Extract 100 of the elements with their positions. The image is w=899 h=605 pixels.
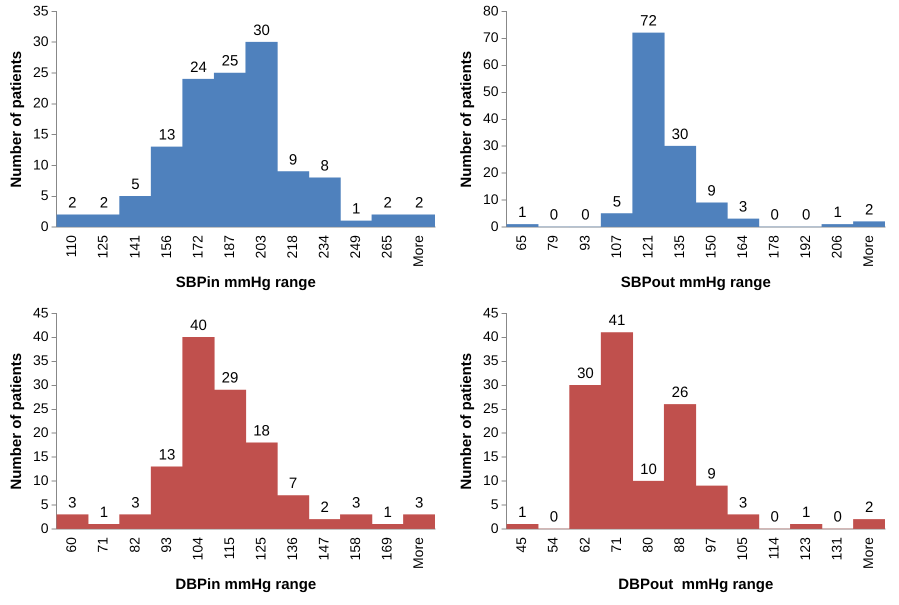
x-tick-label: 147 (315, 536, 332, 560)
data-label: 9 (707, 466, 716, 483)
y-tick-label: 0 (490, 520, 499, 536)
data-label: 2 (865, 201, 874, 218)
data-label: 1 (518, 204, 527, 222)
y-tick-label: 35 (32, 352, 49, 368)
x-tick-label: 104 (189, 536, 206, 560)
y-tick-label: 5 (40, 187, 49, 204)
x-tick-label: 71 (608, 536, 624, 553)
y-axis-title: Number of patients (8, 352, 26, 490)
y-tick-label: 60 (482, 56, 499, 72)
y-tick-label: 0 (40, 520, 49, 536)
x-tick-label: 125 (94, 234, 111, 258)
y-tick-label: 10 (482, 472, 499, 488)
x-tick-label: 79 (544, 234, 561, 251)
data-label: 3 (131, 494, 140, 512)
x-tick-label: 125 (252, 536, 268, 560)
x-tick-label: 206 (828, 234, 845, 258)
x-tick-label: 249 (347, 234, 364, 258)
data-label: 9 (288, 151, 298, 168)
y-tick-label: 40 (482, 328, 499, 344)
data-label: 1 (352, 200, 360, 218)
data-label: 13 (158, 446, 176, 464)
y-tick-label: 0 (40, 218, 49, 234)
y-tick-label: 45 (482, 304, 499, 320)
x-tick-label: 93 (158, 536, 174, 553)
data-label: 1 (384, 504, 392, 521)
x-axis-title: DBPout mmHg range (618, 576, 774, 594)
x-tick-label: More (410, 536, 426, 570)
x-tick-label: 164 (734, 234, 750, 258)
y-tick-label: 40 (482, 110, 499, 126)
data-label: 5 (131, 176, 140, 193)
y-tick-label: 15 (482, 448, 499, 464)
y-tick-label: 25 (32, 64, 49, 80)
bar (790, 524, 822, 529)
x-tick-label: 203 (252, 234, 268, 258)
y-tick-label: 5 (40, 496, 49, 512)
data-label: 1 (834, 204, 842, 222)
x-tick-label: More (410, 234, 426, 268)
data-label: 40 (190, 317, 207, 334)
y-tick-label: 30 (482, 137, 499, 154)
y-tick-label: 20 (32, 94, 49, 111)
data-label: 1 (518, 504, 527, 521)
data-label: 2 (415, 194, 424, 212)
x-tick-label: 123 (797, 536, 814, 560)
y-tick-label: 30 (32, 376, 49, 392)
x-tick-label: 82 (126, 536, 142, 553)
y-tick-label: 5 (490, 496, 499, 512)
x-tick-label: 93 (576, 234, 592, 251)
data-label: 8 (320, 157, 329, 174)
y-tick-label: 15 (32, 448, 49, 464)
data-label: 30 (253, 22, 270, 39)
x-tick-label: 150 (702, 234, 718, 258)
y-tick-label: 30 (482, 376, 499, 392)
y-axis-title: Number of patients (8, 50, 26, 188)
y-tick-label: 30 (32, 33, 49, 50)
y-tick-label: 10 (482, 191, 499, 207)
y-tick-label: 10 (32, 156, 49, 172)
data-label: 0 (581, 206, 590, 224)
x-tick-label: 60 (63, 536, 80, 553)
x-tick-label: 192 (797, 234, 814, 258)
data-label: 0 (550, 508, 558, 526)
x-axis-title: SBPout mmHg range (620, 274, 771, 292)
x-tick-label: 80 (639, 536, 656, 553)
x-tick-label: 110 (63, 234, 80, 258)
x-tick-label: 107 (608, 234, 624, 258)
x-tick-label: 265 (378, 234, 395, 258)
x-tick-label: 62 (576, 536, 592, 553)
x-tick-label: 114 (765, 536, 782, 560)
x-tick-label: 131 (828, 536, 845, 560)
y-tick-label: 40 (32, 328, 49, 344)
x-tick-label: More (860, 234, 876, 268)
data-label: 0 (802, 206, 810, 224)
x-tick-label: 141 (126, 234, 142, 258)
x-tick-label: 115 (220, 536, 237, 560)
data-label: 24 (190, 58, 207, 76)
x-tick-label: 65 (513, 234, 530, 251)
data-label: 26 (672, 384, 688, 402)
x-tick-label: 105 (734, 536, 750, 560)
data-label: 0 (770, 206, 779, 224)
y-axis-title: Number of patients (458, 352, 476, 490)
x-axis-title: DBPin mmHg range (175, 576, 316, 594)
data-label: 1 (100, 504, 108, 521)
x-tick-label: 156 (158, 234, 174, 258)
data-label: 3 (738, 494, 748, 512)
data-label: 0 (550, 206, 558, 224)
data-label: 29 (222, 370, 238, 387)
data-label: 3 (415, 494, 424, 512)
data-label: 3 (352, 494, 360, 512)
x-tick-label: 158 (347, 536, 364, 560)
data-label: 2 (100, 194, 108, 212)
data-label: 25 (222, 52, 238, 70)
data-label: 72 (640, 12, 657, 30)
data-label: 2 (865, 499, 874, 516)
x-tick-label: 45 (513, 536, 530, 553)
x-tick-label: 54 (544, 536, 561, 553)
data-label: 2 (68, 194, 77, 212)
y-tick-label: 25 (482, 400, 499, 416)
x-tick-label: 121 (639, 234, 656, 258)
data-label: 3 (738, 198, 748, 216)
